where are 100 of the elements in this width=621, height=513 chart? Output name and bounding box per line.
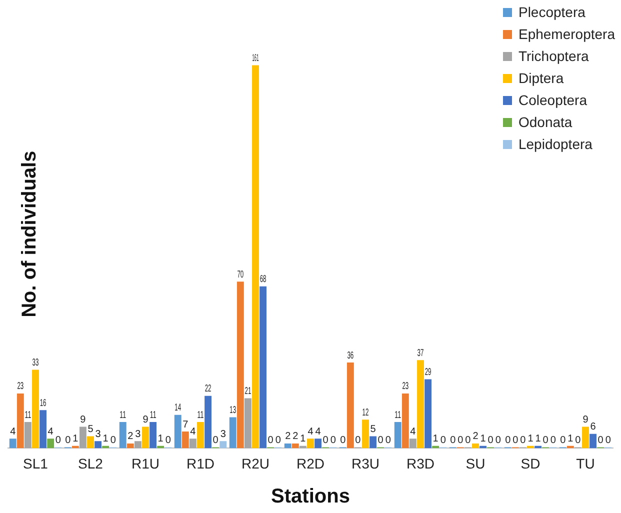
- bar: [402, 393, 409, 448]
- data-label: 0: [458, 434, 464, 446]
- bar: [87, 436, 94, 448]
- bar: [260, 286, 267, 448]
- data-label: 1: [432, 434, 439, 445]
- data-label: 9: [582, 414, 589, 426]
- data-label: 6: [590, 422, 596, 433]
- bar: [229, 417, 236, 448]
- data-label: 0: [330, 434, 336, 446]
- data-label: 0: [355, 434, 362, 446]
- data-label: 13: [230, 404, 236, 416]
- data-label: 0: [575, 434, 582, 446]
- bar: [220, 441, 227, 448]
- legend-label: Plecoptera: [518, 4, 586, 20]
- data-label: 2: [472, 431, 479, 442]
- x-tick-label: SU: [466, 455, 486, 472]
- bar: [204, 396, 212, 448]
- data-label: 33: [32, 356, 40, 368]
- legend-label: Diptera: [518, 70, 564, 86]
- x-tick-label: R2U: [241, 455, 270, 472]
- bar: [182, 432, 189, 448]
- data-label: 11: [394, 408, 402, 420]
- data-label: 0: [378, 434, 384, 446]
- data-label: 0: [505, 434, 512, 446]
- bar: [94, 441, 102, 448]
- bar: [189, 438, 196, 448]
- bar: [126, 443, 134, 448]
- data-label: 0: [55, 434, 62, 446]
- data-label: 36: [347, 350, 354, 361]
- x-tick-label: R3D: [406, 455, 435, 472]
- data-label: 161: [252, 52, 259, 64]
- data-label: 4: [10, 426, 16, 438]
- bar: [424, 379, 432, 448]
- data-label: 0: [450, 434, 456, 446]
- data-label: 3: [95, 428, 102, 440]
- data-label: 4: [190, 426, 196, 438]
- data-label: 4: [308, 426, 314, 438]
- data-label: 0: [605, 434, 612, 446]
- x-tick-label: TU: [576, 455, 595, 472]
- legend-label: Odonata: [518, 114, 572, 130]
- data-label: 1: [102, 434, 109, 445]
- data-label: 37: [417, 347, 424, 358]
- bar: [24, 422, 32, 448]
- x-tick-label: R1D: [186, 455, 215, 472]
- data-label: 2: [285, 431, 292, 442]
- data-label: 0: [65, 434, 72, 446]
- data-label: 11: [197, 408, 204, 420]
- bar: [244, 398, 252, 448]
- data-label: 11: [120, 408, 126, 420]
- data-label: 29: [424, 366, 432, 378]
- legend-label: Ephemeroptera: [518, 26, 615, 42]
- data-label: 23: [17, 380, 24, 392]
- data-label: 0: [520, 434, 526, 446]
- bar: [472, 443, 479, 448]
- data-label: 1: [528, 434, 534, 445]
- data-label: 5: [88, 424, 94, 436]
- data-label: 11: [24, 408, 32, 420]
- bar: [346, 362, 354, 448]
- data-label: 0: [495, 434, 502, 446]
- data-label: 1: [568, 434, 574, 445]
- bar: [417, 360, 424, 448]
- data-label: 70: [237, 268, 244, 280]
- bar: [252, 65, 259, 448]
- data-label: 11: [150, 408, 157, 420]
- data-label: 0: [110, 434, 116, 446]
- bar: [174, 414, 182, 448]
- y-axis-title: No. of individuals: [18, 150, 41, 318]
- bar: [16, 393, 24, 448]
- bar: [47, 438, 54, 448]
- data-label: 0: [385, 434, 392, 446]
- data-label: 1: [300, 434, 306, 445]
- data-label: 0: [165, 434, 172, 446]
- data-label: 9: [80, 414, 86, 426]
- bar: [119, 422, 126, 448]
- data-label: 4: [315, 426, 322, 438]
- bar: [394, 422, 402, 448]
- bar: [197, 422, 204, 448]
- bar: [9, 438, 16, 448]
- x-tick-label: SL2: [78, 455, 104, 472]
- data-label: 23: [402, 380, 409, 392]
- data-label: 2: [128, 431, 134, 442]
- x-tick-label: R2D: [296, 455, 325, 472]
- bar: [236, 282, 244, 448]
- bar: [590, 434, 597, 448]
- data-label: 7: [182, 419, 189, 430]
- data-label: 0: [340, 434, 346, 446]
- data-label: 0: [560, 434, 566, 446]
- data-label: 1: [535, 434, 542, 445]
- legend-label: Coleoptera: [518, 92, 587, 108]
- data-label: 22: [204, 383, 212, 394]
- data-label: 21: [244, 385, 252, 396]
- bar: [314, 438, 322, 448]
- data-label: 0: [212, 434, 219, 446]
- data-label: 1: [480, 434, 486, 445]
- data-label: 0: [598, 434, 604, 446]
- data-label: 0: [550, 434, 556, 446]
- bar: [40, 410, 47, 448]
- bar: [79, 426, 86, 448]
- data-label: 12: [362, 406, 370, 418]
- bar: [284, 443, 292, 448]
